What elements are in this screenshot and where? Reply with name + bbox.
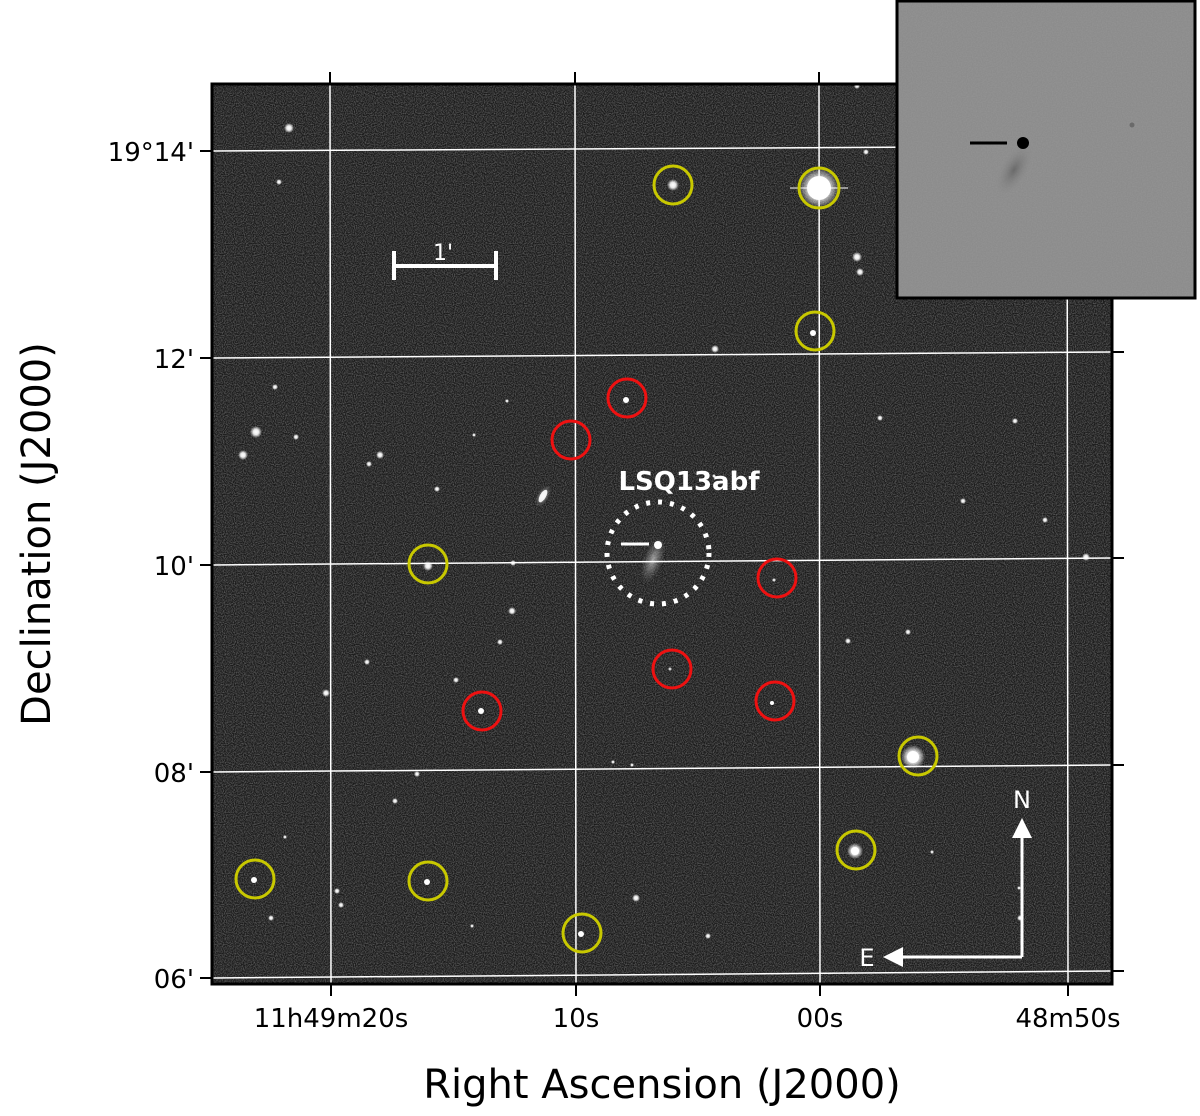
bottom-ticks [330, 984, 1069, 996]
svg-text:08': 08' [154, 759, 194, 789]
red-circles [461, 377, 798, 732]
svg-text:19°14': 19°14' [108, 138, 194, 168]
x-tick-labels: 11h49m20s 10s 00s 48m50s [254, 1004, 1121, 1034]
compass-north-label: N [1013, 786, 1031, 814]
x-axis-title: Right Ascension (J2000) [423, 1062, 901, 1108]
yellow-circles [234, 164, 939, 954]
svg-text:11h49m20s: 11h49m20s [254, 1004, 409, 1034]
left-ticks [200, 150, 212, 979]
target-label: LSQ13abf [618, 467, 760, 497]
top-ticks [329, 72, 820, 84]
svg-text:48m50s: 48m50s [1015, 1004, 1120, 1034]
svg-text:10': 10' [154, 552, 194, 582]
y-tick-labels: 19°14' 12' 10' 08' 06' [108, 138, 194, 995]
compass: N E [859, 786, 1032, 972]
scale-bar [392, 251, 498, 280]
compass-east-label: E [859, 944, 874, 972]
right-ticks [1112, 351, 1124, 972]
east-arrow-icon [883, 947, 903, 967]
inset-supernova [1017, 137, 1029, 149]
supernova-point [654, 541, 662, 549]
scale-bar-label: 1' [433, 241, 453, 266]
svg-text:00s: 00s [797, 1004, 844, 1034]
svg-text:06': 06' [154, 965, 194, 995]
svg-text:12': 12' [154, 345, 194, 375]
y-axis-title: Declination (J2000) [14, 342, 60, 726]
north-arrow-icon [1012, 818, 1032, 838]
field-stars [238, 85, 1090, 939]
image-frame [210, 82, 1114, 986]
svg-text:10s: 10s [553, 1004, 600, 1034]
target-aperture [604, 499, 712, 607]
inset-difference-image [895, 0, 1197, 300]
